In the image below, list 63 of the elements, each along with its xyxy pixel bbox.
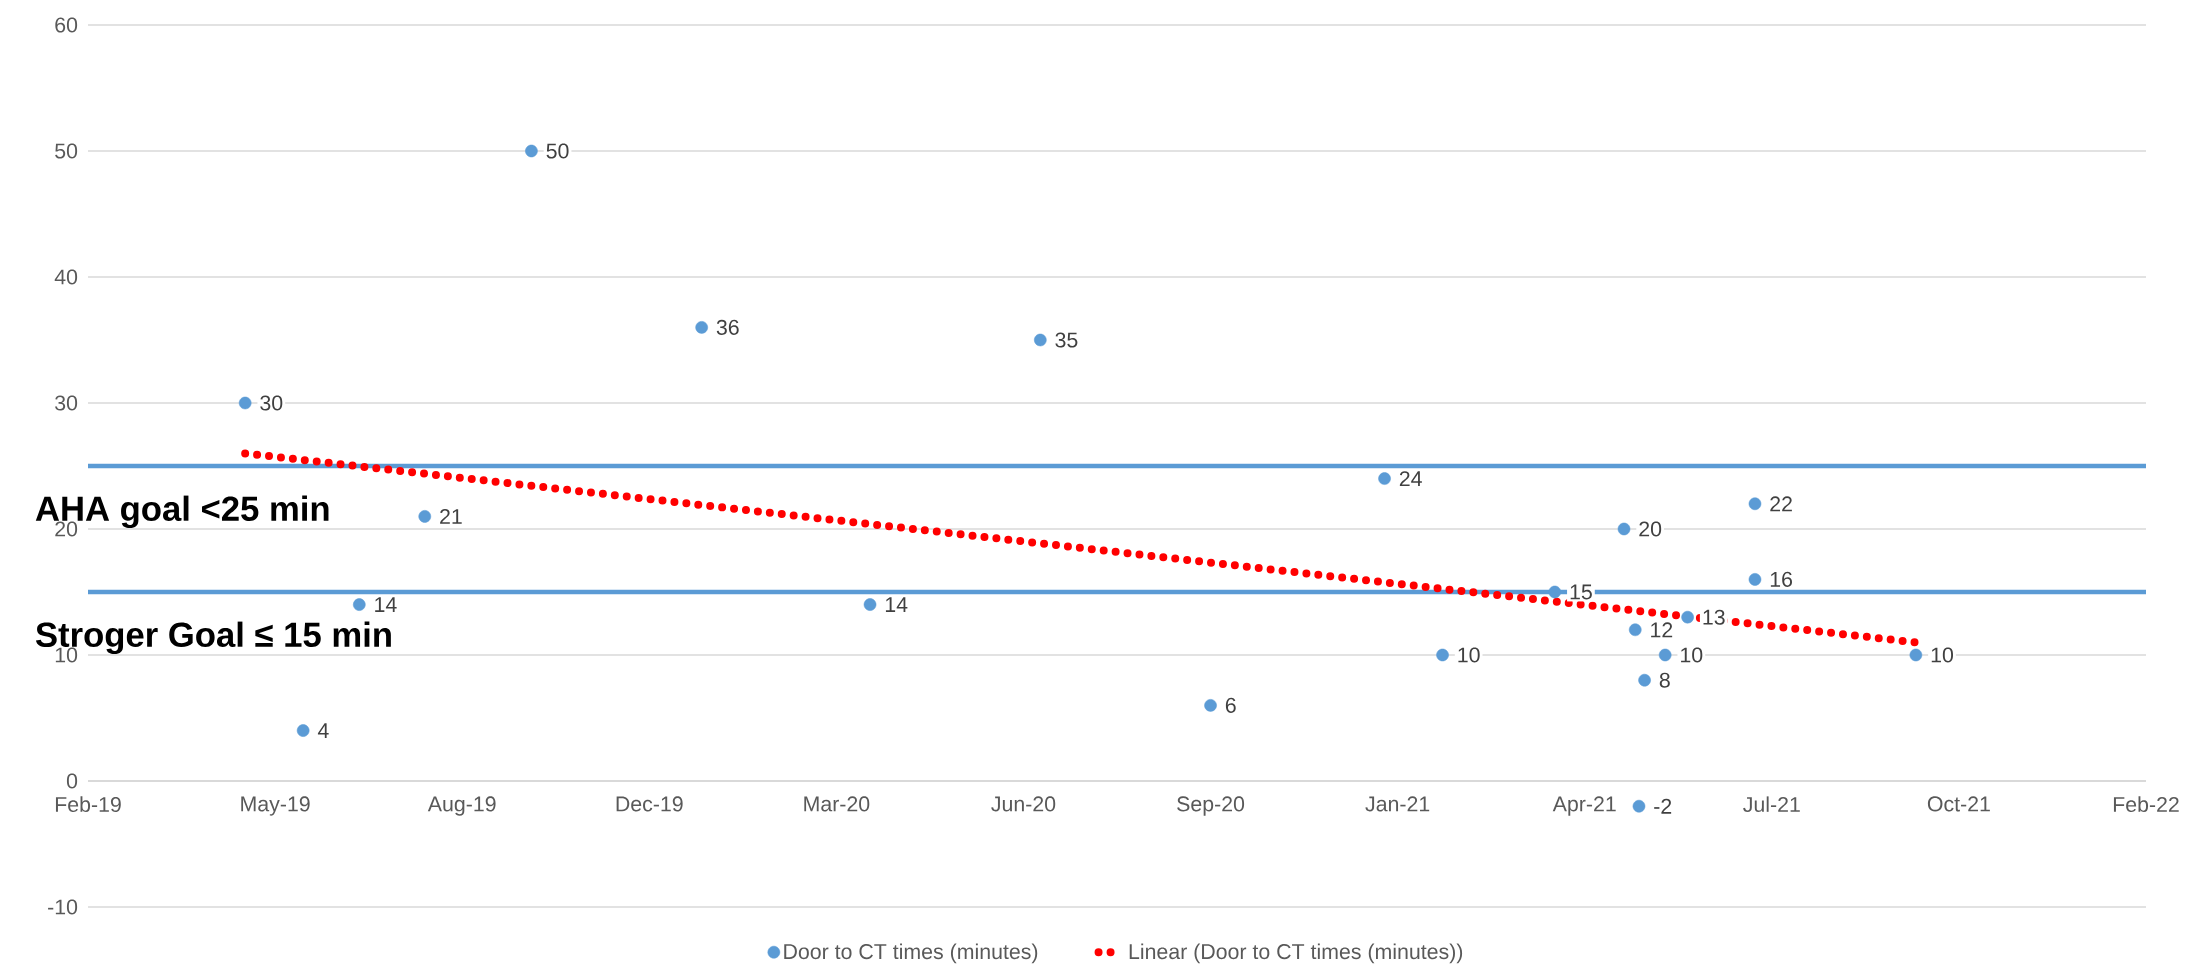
data-label: 35 (1055, 332, 1078, 348)
point (1378, 472, 1391, 485)
point (1548, 585, 1562, 599)
point (238, 396, 252, 410)
point (1632, 799, 1646, 813)
data-label: 15 (1570, 584, 1592, 600)
point (695, 321, 708, 334)
x-tick-label: Feb-19 (55, 796, 121, 813)
point (418, 510, 432, 523)
x-tick-label: Jul-21 (1743, 796, 1800, 813)
data-label: 30 (260, 395, 283, 411)
data-label: -2 (1654, 798, 1672, 814)
point (525, 144, 538, 158)
y-tick-label: 50 (55, 143, 78, 159)
x-tick-label: Dec-19 (616, 796, 683, 812)
point (1617, 522, 1631, 536)
data-label: 16 (1770, 571, 1793, 587)
y-tick-label: 30 (55, 395, 78, 411)
data-label: 10 (1458, 647, 1480, 663)
x-tick-label: Sep-20 (1177, 796, 1245, 816)
x-tick-label: Jan-21 (1365, 796, 1430, 812)
y-tick-label: 20 (55, 521, 78, 537)
data-label: 21 (440, 508, 462, 524)
x-tick-label: Feb-22 (2113, 796, 2179, 813)
data-label: 12 (1651, 622, 1673, 638)
point (1638, 673, 1651, 687)
x-tick-label: Apr-21 (1552, 796, 1616, 816)
y-tick-label: 0 (66, 773, 78, 789)
y-tick-label: -10 (48, 899, 78, 915)
point (1436, 648, 1449, 662)
data-label: 36 (716, 319, 739, 335)
data-label: 8 (1659, 672, 1670, 688)
data-label: 14 (885, 597, 908, 612)
data-label: 20 (1639, 521, 1662, 537)
point (1748, 497, 1762, 511)
data-label: 24 (1399, 471, 1422, 487)
point (1909, 648, 1923, 662)
y-tick-label: 60 (55, 17, 78, 33)
point (1658, 648, 1672, 662)
y-tick-label: 40 (54, 269, 78, 285)
x-tick-label: May-19 (241, 796, 310, 816)
point (863, 598, 877, 611)
data-label: 4 (317, 723, 329, 738)
data-label: 6 (1225, 697, 1236, 713)
point (1204, 699, 1217, 712)
data-label: 13 (1703, 609, 1725, 625)
x-tick-label: Jun-20 (991, 796, 1056, 812)
point (1748, 573, 1762, 586)
point (296, 724, 310, 737)
point (1681, 610, 1694, 624)
point (353, 598, 366, 611)
data-label: 10 (1681, 647, 1703, 663)
x-tick-label: Mar-20 (804, 796, 870, 812)
data-label: 14 (375, 597, 397, 612)
point (1034, 333, 1047, 347)
x-tick-label: Aug-19 (427, 796, 496, 816)
data-label: 22 (1770, 496, 1792, 512)
point (1628, 623, 1642, 637)
legend-label: Door to CT times (minutes) (784, 943, 1038, 964)
legend-label: Linear (Door to CT times (minutes)) (1129, 943, 1463, 964)
data-label: 10 (1931, 647, 1954, 663)
data-label: 50 (546, 143, 569, 159)
x-tick-label: Oct-21 (1927, 796, 1990, 812)
